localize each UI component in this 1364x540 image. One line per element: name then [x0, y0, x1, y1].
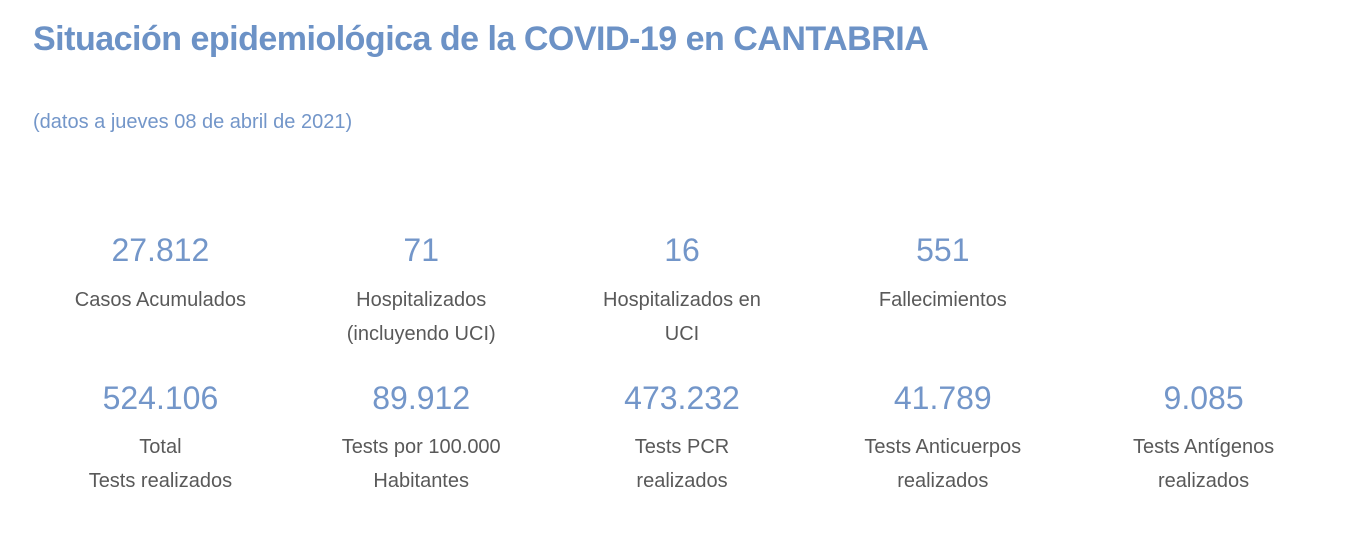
- stat-label: Tests por 100.000 Habitantes: [291, 430, 552, 498]
- stat-label-line: Fallecimientos: [878, 288, 1007, 311]
- stat-label-line: Tests Antígenos: [1132, 436, 1275, 459]
- stat-value: 473.232: [624, 379, 740, 416]
- stat-value: 89.912: [372, 379, 471, 416]
- stat-label: Hospitalizados en UCI: [552, 283, 813, 351]
- stat-label-line: UCI: [664, 322, 700, 345]
- stat-value: 551: [916, 232, 970, 269]
- stat-card: 41.789 Tests Anticuerpos realizados: [812, 379, 1073, 498]
- stat-label-line: realizados: [636, 470, 728, 493]
- stat-card: 524.106 Total Tests realizados: [30, 379, 291, 498]
- stat-label: Hospitalizados (incluyendo UCI): [291, 283, 552, 351]
- stat-label-line: Hospitalizados en: [603, 288, 761, 311]
- stat-label-line: Habitantes: [373, 470, 469, 493]
- stat-label: Casos Acumulados: [30, 283, 291, 317]
- covid-dashboard: Situación epidemiológica de la COVID-19 …: [30, 20, 1334, 498]
- stat-label-line: Hospitalizados: [356, 288, 487, 311]
- stat-label: Total Tests realizados: [30, 430, 291, 498]
- stat-value: 524.106: [102, 379, 219, 416]
- stat-card: 9.085 Tests Antígenos realizados: [1073, 379, 1334, 498]
- page-title: Situación epidemiológica de la COVID-19 …: [33, 20, 929, 58]
- stat-label: Tests PCR realizados: [552, 430, 813, 498]
- stat-value: 27.812: [111, 232, 210, 269]
- stats-row-2: 524.106 Total Tests realizados 89.912 Tests …: [30, 379, 1334, 498]
- stat-label-line: Tests PCR: [634, 436, 730, 459]
- stat-label-line: Tests por 100.000: [341, 436, 501, 459]
- stat-card: 27.812 Casos Acumulados: [30, 231, 291, 350]
- stat-label: Tests Antígenos realizados: [1073, 430, 1334, 498]
- stat-card: 89.912 Tests por 100.000 Habitantes: [291, 379, 552, 498]
- stat-label-line: Casos Acumulados: [74, 288, 246, 311]
- stat-label-line: Tests realizados: [88, 470, 233, 493]
- page-subtitle: (datos a jueves 08 de abril de 2021): [33, 111, 353, 134]
- stat-label-line: (incluyendo UCI): [346, 322, 496, 345]
- stat-value: 41.789: [893, 379, 992, 416]
- stat-card: 551 Fallecimientos: [812, 231, 1073, 350]
- stat-label-line: realizados: [897, 470, 989, 493]
- stat-label-line: Total: [139, 436, 182, 459]
- stat-card: 16 Hospitalizados en UCI: [552, 231, 813, 350]
- stat-label-line: Tests Anticuerpos: [864, 436, 1022, 459]
- stats-row-1: 27.812 Casos Acumulados 71 Hospitalizados (i…: [30, 231, 1334, 350]
- stat-card: 71 Hospitalizados (incluyendo UCI): [291, 231, 552, 350]
- stat-label: Fallecimientos: [812, 283, 1073, 317]
- stat-value: 9.085: [1163, 379, 1244, 416]
- stat-label: Tests Anticuerpos realizados: [812, 430, 1073, 498]
- stat-value: 71: [403, 232, 439, 269]
- stat-card: 473.232 Tests PCR realizados: [552, 379, 813, 498]
- stat-value: 16: [664, 232, 700, 269]
- stat-label-line: realizados: [1158, 470, 1250, 493]
